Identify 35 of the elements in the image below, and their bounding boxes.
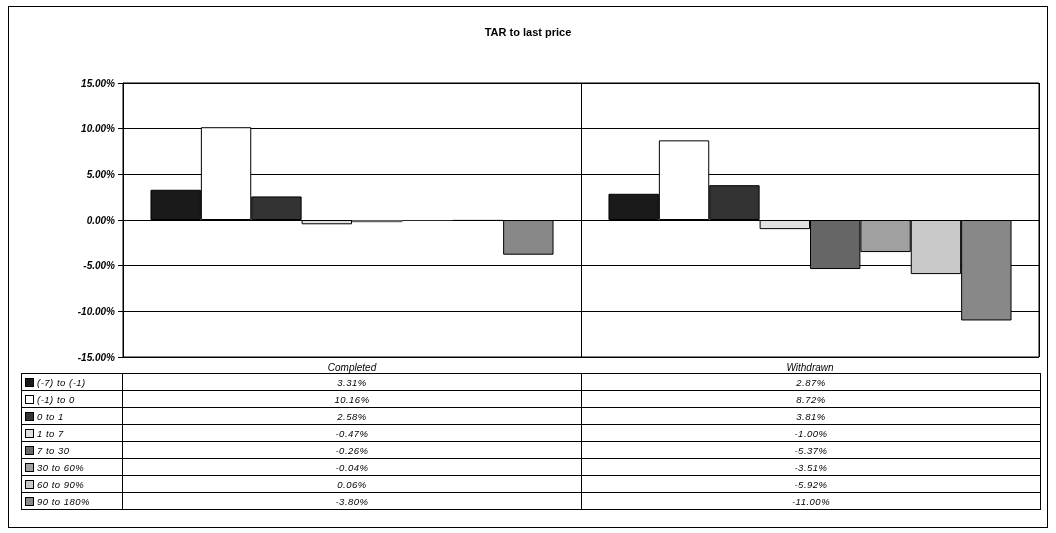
legend-label: 90 to 180% <box>21 492 123 510</box>
legend-label: 1 to 7 <box>21 424 123 442</box>
legend-label: 60 to 90% <box>21 475 123 493</box>
bar <box>503 220 554 255</box>
data-label: -5.37% <box>581 441 1041 459</box>
x-tick-label: Withdrawn <box>786 361 835 373</box>
y-tick-label: 5.00% <box>86 168 116 180</box>
y-tick-label: 15.00% <box>81 77 116 89</box>
data-label: -0.26% <box>122 441 582 459</box>
data-label: -1.00% <box>581 424 1041 442</box>
y-tick-label: 10.00% <box>81 123 116 135</box>
data-label: 10.16% <box>122 390 582 408</box>
legend-label: 0 to 1 <box>21 407 123 425</box>
data-label: 8.72% <box>581 390 1041 408</box>
y-tick-label: -15.00% <box>77 351 116 363</box>
data-label: 2.58% <box>122 407 582 425</box>
data-label: 2.87% <box>581 373 1041 391</box>
y-tick-label: 0.00% <box>86 214 116 226</box>
data-label: -3.80% <box>122 492 582 510</box>
data-label: -0.04% <box>122 458 582 476</box>
legend-label: 7 to 30 <box>21 441 123 459</box>
data-label: -3.51% <box>581 458 1041 476</box>
x-tick-label: Completed <box>327 361 377 373</box>
data-label: 0.06% <box>122 475 582 493</box>
data-label: -11.00% <box>581 492 1041 510</box>
legend-label: (-7) to (-1) <box>21 373 123 391</box>
y-tick-label: -5.00% <box>83 260 116 272</box>
legend-label: 30 to 60% <box>21 458 123 476</box>
data-label: -5.92% <box>581 475 1041 493</box>
y-tick-label: -10.00% <box>77 305 116 317</box>
chart-title: TAR to last price <box>484 25 572 38</box>
data-label: -0.47% <box>122 424 582 442</box>
data-label: 3.81% <box>581 407 1041 425</box>
legend-label: (-1) to 0 <box>21 390 123 408</box>
data-label: 3.31% <box>122 373 582 391</box>
